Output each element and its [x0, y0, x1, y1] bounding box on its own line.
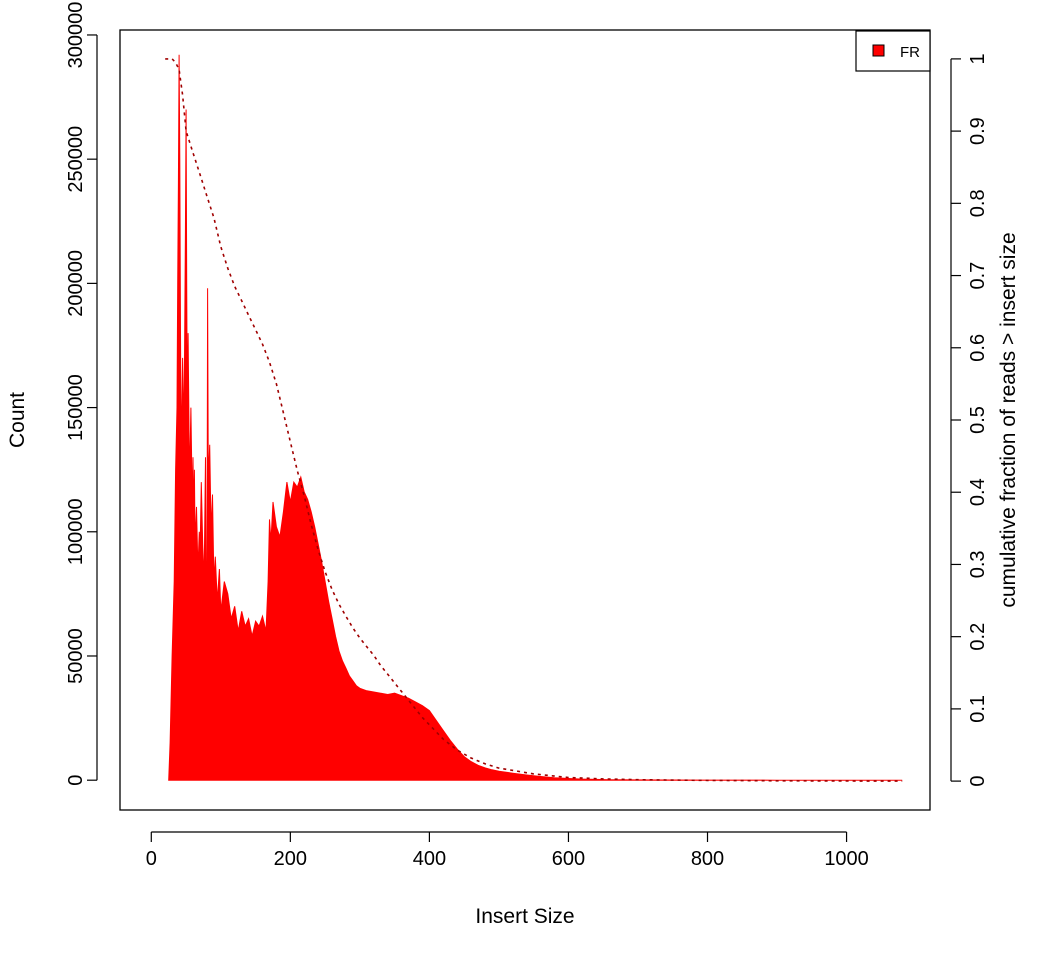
y-tick-label: 0	[65, 775, 87, 786]
right-y-axis-title: cumulative fraction of reads > insert si…	[997, 232, 1020, 607]
y-axis-title: Count	[6, 392, 29, 448]
right-y-tick-label: 0.5	[967, 406, 989, 434]
y-tick-label: 300000	[65, 2, 87, 69]
right-y-tick-label: 0.9	[967, 117, 989, 145]
x-tick-label: 0	[146, 848, 157, 870]
plot-frame	[119, 29, 931, 811]
right-y-tick-label: 0.7	[967, 262, 989, 290]
right-y-tick-label: 0.8	[967, 189, 989, 217]
y-tick-label: 150000	[65, 374, 87, 441]
right-y-tick-label: 0.2	[967, 623, 989, 651]
x-axis-title: Insert Size	[475, 905, 574, 928]
x-tick-label: 400	[413, 848, 446, 870]
y-tick-label: 50000	[65, 628, 87, 684]
legend-box	[855, 30, 931, 72]
x-tick-label: 800	[691, 848, 724, 870]
chart-axes: 0 200 400 600 800 1000 0 50000 100000 150000 20000…	[65, 2, 989, 870]
cumulative-fraction-line	[165, 58, 903, 782]
legend-swatch-fr	[872, 44, 885, 57]
y-tick-label: 100000	[65, 498, 87, 565]
histogram-area-fr	[168, 54, 903, 781]
legend: FR	[855, 30, 931, 72]
x-tick-label: 200	[274, 848, 307, 870]
right-y-tick-label: 0.6	[967, 334, 989, 362]
legend-label-fr: FR	[900, 44, 920, 61]
right-y-tick-label: 0.1	[967, 695, 989, 723]
y-tick-label: 250000	[65, 126, 87, 193]
chart-marks	[165, 54, 903, 782]
y-tick-label: 200000	[65, 250, 87, 317]
right-y-tick-label: 0	[967, 776, 989, 787]
right-y-tick-label: 0.3	[967, 550, 989, 578]
x-tick-label: 1000	[824, 848, 869, 870]
right-y-tick-label: 1	[967, 53, 989, 64]
x-tick-label: 600	[552, 848, 585, 870]
right-y-tick-label: 0.4	[967, 478, 989, 506]
